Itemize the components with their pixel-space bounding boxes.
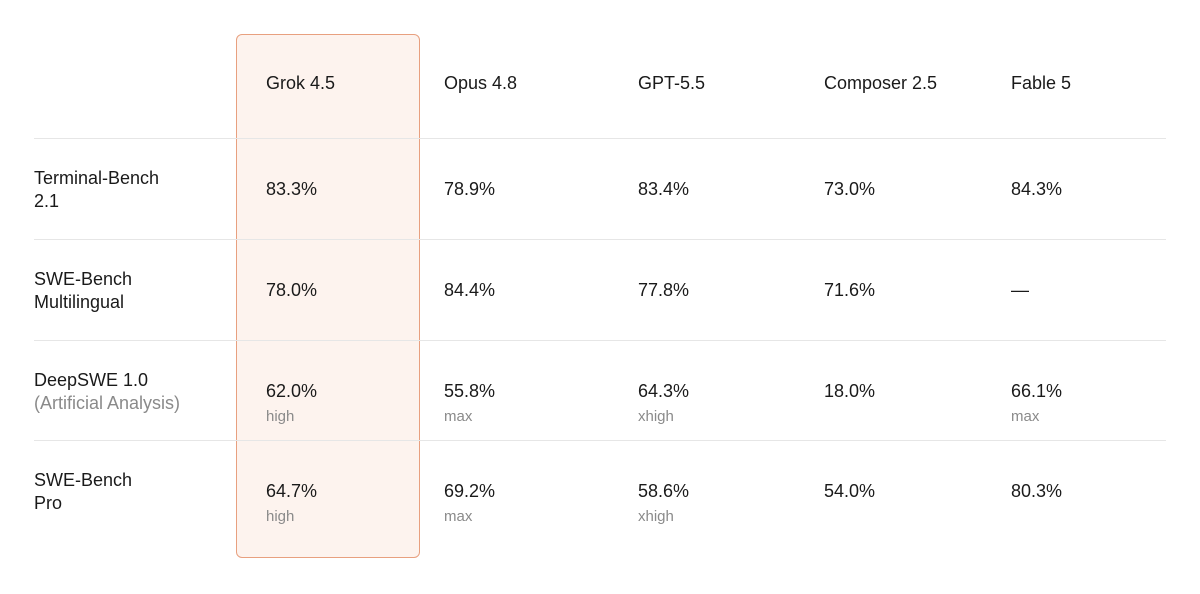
cell-value: —: [1011, 280, 1029, 300]
cell-value: 83.4%: [638, 179, 690, 199]
row-label: DeepSWE 1.0: [34, 370, 149, 390]
row-label: 2.1: [34, 191, 60, 211]
cell-note: max: [1011, 408, 1040, 425]
row-divider: [34, 440, 1166, 441]
cell-value: 62.0%: [266, 381, 318, 401]
cell-value: 69.2%: [444, 481, 496, 501]
column-header: Opus 4.8: [444, 73, 518, 93]
cell-value: 78.9%: [444, 179, 496, 199]
cell-value: 77.8%: [638, 280, 690, 300]
cell-value: 83.3%: [266, 179, 318, 199]
row-label: SWE-Bench: [34, 269, 133, 289]
cell-note: high: [266, 508, 295, 525]
column-header: Grok 4.5: [266, 73, 336, 93]
cell-note: high: [266, 408, 295, 425]
highlight-column: [236, 34, 420, 558]
row-label: Multilingual: [34, 292, 125, 312]
cell-value: 64.7%: [266, 481, 318, 501]
row-sublabel: (Artificial Analysis): [34, 393, 181, 413]
cell-value: 84.3%: [1011, 179, 1063, 199]
cell-value: 18.0%: [824, 381, 876, 401]
cell-note: xhigh: [638, 408, 674, 425]
cell-value: 71.6%: [824, 280, 876, 300]
row-divider: [34, 239, 1166, 240]
cell-value: 84.4%: [444, 280, 496, 300]
cell-value: 58.6%: [638, 481, 690, 501]
cell-note: xhigh: [638, 508, 674, 525]
cell-value: 64.3%: [638, 381, 690, 401]
cell-value: 66.1%: [1011, 381, 1063, 401]
cell-value: 73.0%: [824, 179, 876, 199]
cell-note: max: [444, 508, 473, 525]
column-header: Composer 2.5: [824, 73, 938, 93]
column-header: Fable 5: [1011, 73, 1072, 93]
row-divider: [34, 340, 1166, 341]
row-label: Pro: [34, 493, 63, 513]
row-divider: [34, 138, 1166, 139]
row-label: Terminal-Bench: [34, 168, 160, 188]
cell-value: 78.0%: [266, 280, 318, 300]
cell-note: max: [444, 408, 473, 425]
cell-value: 54.0%: [824, 481, 876, 501]
cell-value: 80.3%: [1011, 481, 1063, 501]
column-header: GPT-5.5: [638, 73, 706, 93]
row-label: SWE-Bench: [34, 470, 133, 490]
cell-value: 55.8%: [444, 381, 496, 401]
